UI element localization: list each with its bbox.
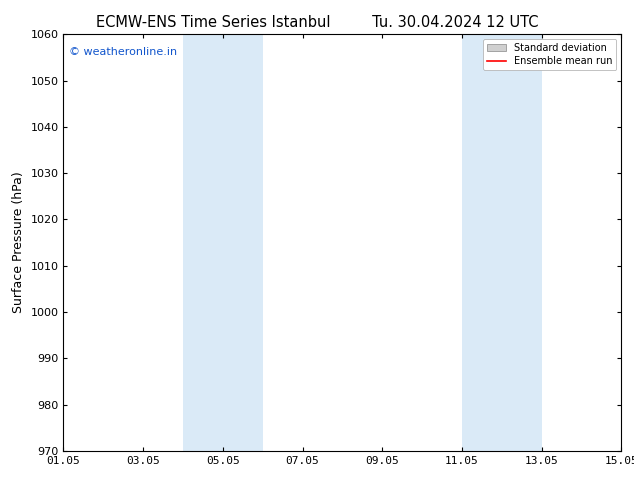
Text: © weatheronline.in: © weatheronline.in [69, 47, 177, 57]
Legend: Standard deviation, Ensemble mean run: Standard deviation, Ensemble mean run [483, 39, 616, 70]
Bar [462, 34, 541, 451]
Text: ECMW-ENS Time Series Istanbul         Tu. 30.04.2024 12 UTC: ECMW-ENS Time Series Istanbul Tu. 30.04.… [96, 15, 538, 30]
Y-axis label: Surface Pressure (hPa): Surface Pressure (hPa) [12, 172, 25, 314]
Bar [183, 34, 262, 451]
